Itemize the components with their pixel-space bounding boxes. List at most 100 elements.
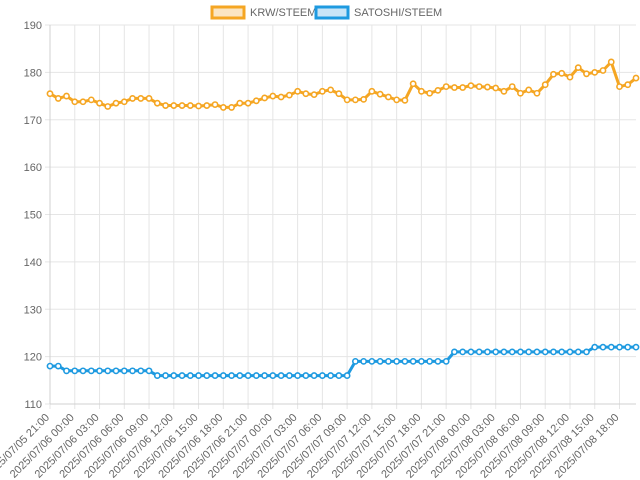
- data-point-satoshi-steem[interactable]: [54, 362, 62, 370]
- data-point-satoshi-steem[interactable]: [599, 343, 607, 351]
- data-point-krw-steem[interactable]: [195, 102, 202, 110]
- data-point-satoshi-steem[interactable]: [393, 357, 401, 365]
- data-point-satoshi-steem[interactable]: [566, 348, 574, 356]
- data-point-krw-steem[interactable]: [574, 64, 582, 72]
- data-point-krw-steem[interactable]: [525, 86, 533, 94]
- data-point-satoshi-steem[interactable]: [492, 348, 500, 356]
- data-point-krw-steem[interactable]: [129, 95, 136, 102]
- data-point-krw-steem[interactable]: [104, 103, 112, 110]
- data-point-krw-steem[interactable]: [178, 102, 186, 109]
- data-point-krw-steem[interactable]: [211, 101, 219, 108]
- data-point-krw-steem[interactable]: [137, 95, 145, 102]
- data-point-satoshi-steem[interactable]: [624, 343, 632, 351]
- legend-item-krw-steem[interactable]: KRW/STEEM: [210, 5, 316, 20]
- data-point-krw-steem[interactable]: [467, 82, 475, 90]
- data-point-krw-steem[interactable]: [376, 90, 384, 98]
- data-point-krw-steem[interactable]: [71, 98, 79, 106]
- data-point-satoshi-steem[interactable]: [244, 372, 252, 379]
- data-point-krw-steem[interactable]: [112, 99, 120, 107]
- data-point-satoshi-steem[interactable]: [607, 343, 615, 351]
- data-point-krw-steem[interactable]: [252, 97, 260, 105]
- data-point-krw-steem[interactable]: [566, 73, 574, 81]
- data-point-krw-steem[interactable]: [318, 87, 326, 95]
- data-point-satoshi-steem[interactable]: [261, 372, 268, 379]
- data-point-krw-steem[interactable]: [459, 84, 467, 91]
- data-point-satoshi-steem[interactable]: [137, 367, 145, 375]
- data-point-satoshi-steem[interactable]: [195, 372, 202, 379]
- data-point-satoshi-steem[interactable]: [162, 372, 169, 379]
- data-point-krw-steem[interactable]: [170, 102, 178, 109]
- data-point-satoshi-steem[interactable]: [409, 357, 417, 365]
- data-point-krw-steem[interactable]: [550, 70, 557, 78]
- data-point-satoshi-steem[interactable]: [451, 348, 458, 356]
- data-point-krw-steem[interactable]: [302, 90, 310, 98]
- data-point-krw-steem[interactable]: [343, 96, 351, 104]
- data-point-krw-steem[interactable]: [533, 89, 541, 97]
- data-point-krw-steem[interactable]: [401, 96, 409, 104]
- data-point-satoshi-steem[interactable]: [145, 367, 153, 375]
- data-point-krw-steem[interactable]: [244, 99, 252, 107]
- data-point-satoshi-steem[interactable]: [376, 357, 384, 365]
- data-point-krw-steem[interactable]: [360, 95, 368, 103]
- data-point-satoshi-steem[interactable]: [46, 362, 54, 370]
- data-point-krw-steem[interactable]: [277, 93, 285, 101]
- data-point-krw-steem[interactable]: [310, 91, 318, 99]
- data-point-krw-steem[interactable]: [96, 99, 103, 107]
- data-point-satoshi-steem[interactable]: [318, 372, 326, 379]
- data-point-satoshi-steem[interactable]: [236, 372, 244, 379]
- data-point-krw-steem[interactable]: [46, 90, 54, 98]
- data-point-satoshi-steem[interactable]: [591, 343, 599, 351]
- data-point-krw-steem[interactable]: [409, 80, 417, 88]
- data-point-satoshi-steem[interactable]: [517, 348, 524, 356]
- data-point-satoshi-steem[interactable]: [219, 372, 227, 379]
- data-point-satoshi-steem[interactable]: [351, 357, 359, 365]
- data-point-krw-steem[interactable]: [558, 69, 566, 77]
- data-point-satoshi-steem[interactable]: [484, 348, 491, 356]
- data-point-krw-steem[interactable]: [484, 83, 491, 91]
- data-point-krw-steem[interactable]: [475, 83, 483, 90]
- legend-item-satoshi-steem[interactable]: SATOSHI/STEEM: [314, 5, 442, 20]
- data-point-satoshi-steem[interactable]: [434, 357, 442, 365]
- data-point-satoshi-steem[interactable]: [467, 348, 475, 356]
- data-point-krw-steem[interactable]: [186, 102, 194, 109]
- data-point-krw-steem[interactable]: [384, 93, 392, 101]
- data-point-satoshi-steem[interactable]: [277, 372, 285, 379]
- data-point-krw-steem[interactable]: [54, 95, 62, 102]
- data-point-krw-steem[interactable]: [632, 74, 640, 82]
- data-point-krw-steem[interactable]: [294, 87, 302, 95]
- data-point-satoshi-steem[interactable]: [79, 367, 87, 375]
- data-point-krw-steem[interactable]: [236, 99, 244, 107]
- data-point-satoshi-steem[interactable]: [285, 372, 293, 379]
- data-point-satoshi-steem[interactable]: [71, 367, 79, 375]
- data-point-krw-steem[interactable]: [269, 92, 277, 100]
- data-point-krw-steem[interactable]: [508, 83, 516, 90]
- data-point-satoshi-steem[interactable]: [335, 372, 343, 379]
- data-point-satoshi-steem[interactable]: [558, 348, 566, 356]
- data-point-krw-steem[interactable]: [426, 89, 434, 97]
- data-point-satoshi-steem[interactable]: [632, 343, 640, 351]
- data-point-satoshi-steem[interactable]: [550, 348, 557, 356]
- data-point-satoshi-steem[interactable]: [203, 372, 211, 379]
- data-point-krw-steem[interactable]: [285, 91, 293, 99]
- data-point-satoshi-steem[interactable]: [360, 357, 368, 365]
- data-point-krw-steem[interactable]: [327, 86, 335, 94]
- data-point-krw-steem[interactable]: [335, 90, 343, 98]
- data-point-krw-steem[interactable]: [120, 98, 128, 106]
- data-point-krw-steem[interactable]: [583, 70, 590, 78]
- data-point-satoshi-steem[interactable]: [252, 372, 260, 379]
- data-point-satoshi-steem[interactable]: [574, 348, 582, 356]
- data-point-krw-steem[interactable]: [541, 81, 549, 89]
- data-point-satoshi-steem[interactable]: [294, 372, 302, 379]
- data-point-satoshi-steem[interactable]: [583, 348, 590, 356]
- data-point-krw-steem[interactable]: [517, 89, 524, 97]
- data-point-satoshi-steem[interactable]: [211, 372, 219, 379]
- data-point-satoshi-steem[interactable]: [120, 367, 128, 375]
- data-point-satoshi-steem[interactable]: [104, 367, 112, 375]
- data-point-satoshi-steem[interactable]: [302, 372, 310, 379]
- data-point-krw-steem[interactable]: [599, 67, 607, 74]
- data-point-satoshi-steem[interactable]: [442, 357, 450, 365]
- data-point-krw-steem[interactable]: [393, 96, 401, 104]
- data-point-krw-steem[interactable]: [351, 96, 359, 104]
- data-point-satoshi-steem[interactable]: [327, 372, 335, 379]
- data-point-krw-steem[interactable]: [79, 98, 87, 106]
